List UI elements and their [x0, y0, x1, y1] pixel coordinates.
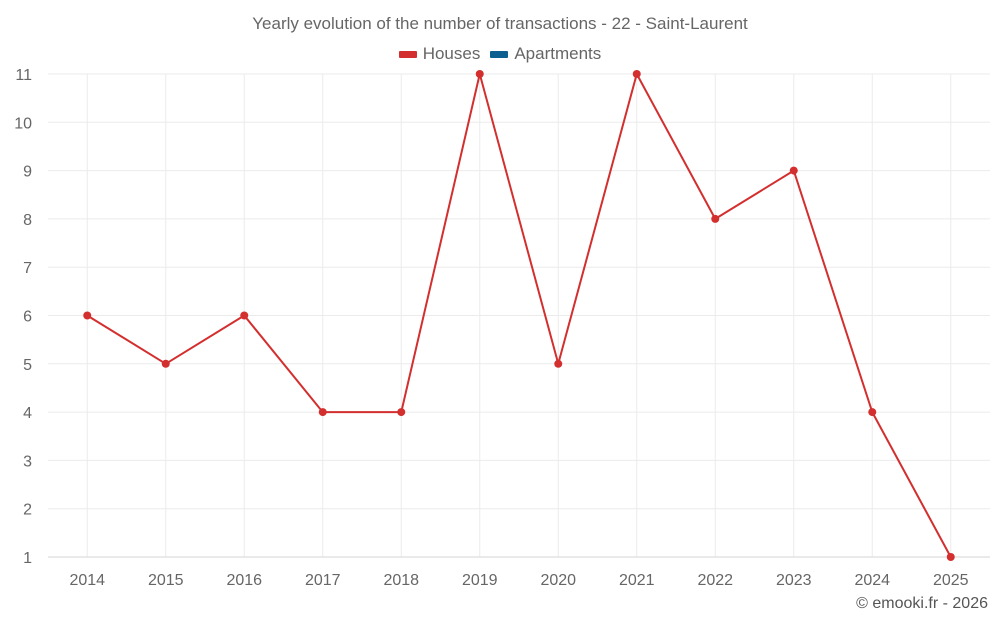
- legend-item-apartments[interactable]: Apartments: [490, 44, 601, 64]
- x-tick-label: 2025: [933, 572, 969, 589]
- x-tick-label: 2017: [305, 572, 341, 589]
- legend-swatch-houses: [398, 50, 417, 58]
- y-tick-label: 4: [23, 405, 32, 422]
- series-line-houses: [86, 73, 952, 558]
- x-tick-label: 2016: [226, 572, 262, 589]
- legend-label-houses: Houses: [422, 44, 481, 63]
- y-tick-label: 2: [23, 502, 32, 519]
- data-point-houses: [789, 166, 798, 175]
- y-tick-label: 11: [15, 67, 32, 84]
- data-point-houses: [946, 553, 955, 561]
- data-point-houses: [868, 408, 877, 417]
- y-tick-label: 5: [23, 357, 32, 374]
- data-point-houses: [711, 214, 720, 223]
- x-tick-label: 2021: [619, 572, 655, 589]
- x-tick-label: 2014: [69, 572, 105, 589]
- data-point-houses: [83, 311, 92, 320]
- y-tick-label: 7: [23, 260, 32, 277]
- legend-swatch-apartments: [490, 50, 509, 58]
- x-tick-label: 2023: [776, 572, 812, 589]
- data-point-houses: [554, 359, 563, 368]
- x-tick-label: 2024: [854, 572, 890, 589]
- data-point-houses: [240, 311, 249, 320]
- chart-title: Yearly evolution of the number of transa…: [252, 14, 748, 33]
- legend-label-apartments: Apartments: [514, 44, 602, 63]
- data-point-houses: [397, 408, 406, 417]
- y-tick-label: 10: [14, 115, 32, 132]
- x-tick-label: 2015: [148, 572, 184, 589]
- x-tick-label: 2019: [462, 572, 498, 589]
- data-point-houses: [632, 70, 641, 78]
- y-tick-label: 1: [23, 550, 32, 567]
- y-tick-label: 3: [23, 453, 32, 470]
- data-point-houses: [318, 408, 327, 417]
- data-point-houses: [475, 70, 484, 78]
- y-tick-label: 8: [23, 212, 32, 229]
- y-tick-label: 6: [23, 309, 32, 326]
- credit-text: © emooki.fr - 2026: [856, 595, 988, 612]
- x-tick-label: 2018: [383, 572, 419, 589]
- y-tick-label: 9: [23, 164, 32, 181]
- x-tick-label: 2022: [697, 572, 733, 589]
- legend-item-houses[interactable]: Houses: [398, 44, 481, 64]
- legend: Houses Apartments: [0, 44, 1000, 64]
- data-point-houses: [161, 359, 170, 368]
- x-tick-label: 2020: [540, 572, 576, 589]
